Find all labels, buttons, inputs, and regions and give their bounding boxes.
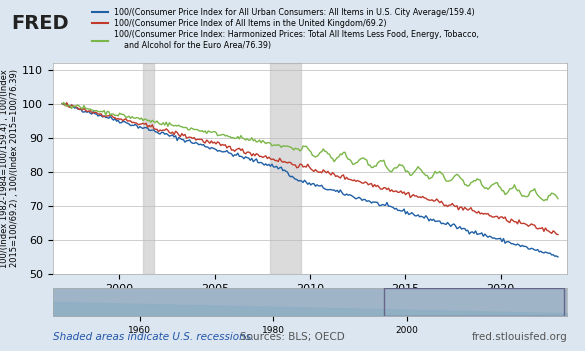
Bar (270, 63, 301, 274)
Text: fred.stlouisfed.org: fred.stlouisfed.org (472, 332, 567, 342)
Y-axis label: 100/(Index 1982-1984=100/159.4) , 100/(Index
2015=100/69.2) , 100/(Index 2015=10: 100/(Index 1982-1984=100/159.4) , 100/(I… (0, 69, 19, 268)
Legend: 100/(Consumer Price Index for All Urban Consumers: All Items in U.S. City Averag: 100/(Consumer Price Index for All Urban … (92, 7, 479, 50)
Text: Sources: BLS; OECD: Sources: BLS; OECD (240, 332, 345, 342)
Bar (143, 63, 154, 274)
Text: FRED: FRED (12, 14, 70, 33)
Text: Shaded areas indicate U.S. recessions.: Shaded areas indicate U.S. recessions. (53, 332, 254, 342)
